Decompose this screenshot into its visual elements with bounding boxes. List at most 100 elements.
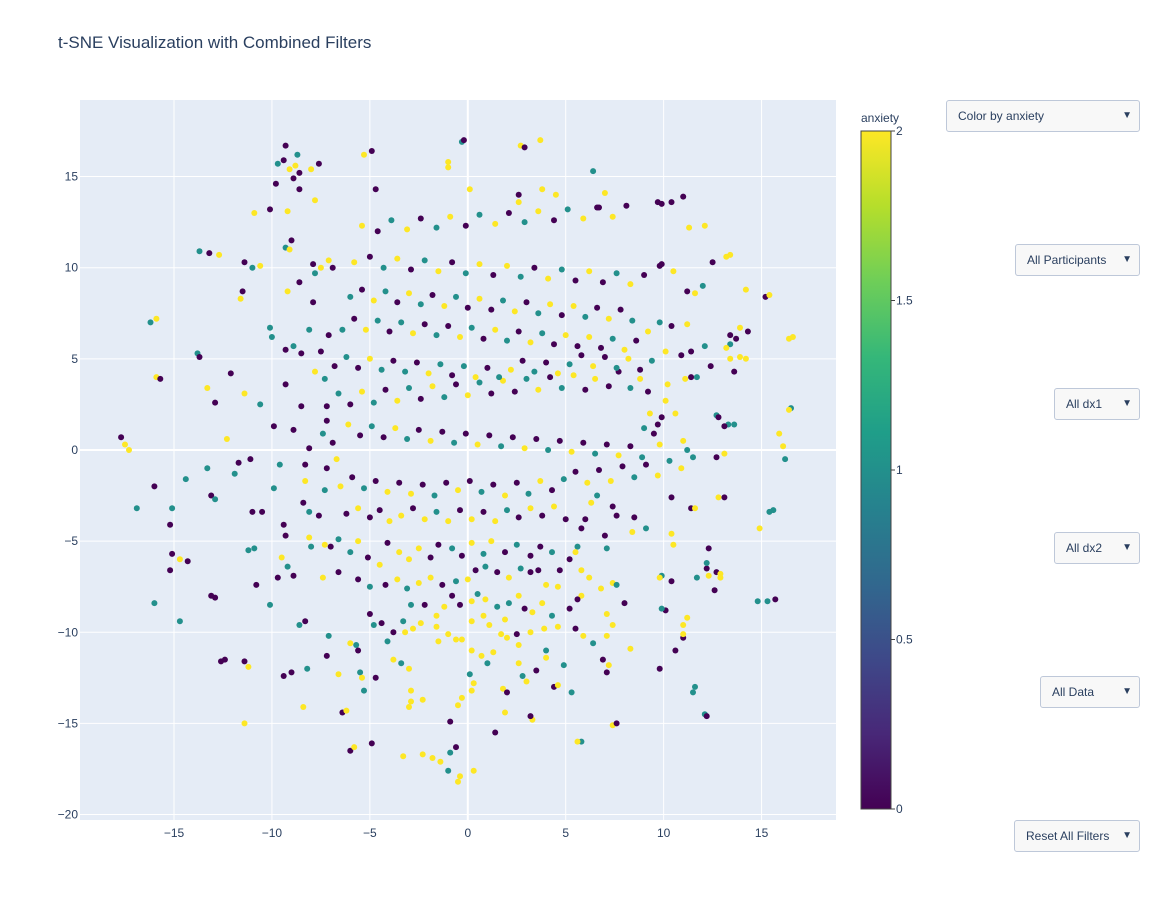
scatter-point[interactable] (415, 426, 422, 433)
scatter-point[interactable] (472, 374, 479, 381)
scatter-point[interactable] (355, 505, 362, 512)
scatter-point[interactable] (335, 569, 342, 576)
scatter-point[interactable] (713, 454, 720, 461)
scatter-point[interactable] (613, 270, 620, 277)
scatter-point[interactable] (637, 375, 644, 382)
scatter-point[interactable] (727, 332, 734, 339)
scatter-point[interactable] (742, 355, 749, 362)
scatter-point[interactable] (478, 488, 485, 495)
scatter-point[interactable] (319, 574, 326, 581)
scatter-point[interactable] (433, 623, 440, 630)
scatter-point[interactable] (631, 474, 638, 481)
scatter-point[interactable] (472, 567, 479, 574)
scatter-point[interactable] (705, 572, 712, 579)
data-dropdown[interactable]: All Data ▼ (1040, 676, 1140, 708)
scatter-points[interactable] (118, 137, 796, 785)
scatter-point[interactable] (507, 366, 514, 373)
scatter-point[interactable] (613, 720, 620, 727)
scatter-point[interactable] (627, 443, 634, 450)
scatter-point[interactable] (766, 508, 773, 515)
scatter-point[interactable] (353, 642, 360, 648)
scatter-point[interactable] (488, 306, 495, 313)
scatter-point[interactable] (415, 545, 422, 552)
scatter-point[interactable] (670, 268, 677, 275)
scatter-point[interactable] (380, 434, 387, 441)
scatter-point[interactable] (672, 410, 679, 417)
scatter-point[interactable] (323, 403, 330, 410)
scatter-point[interactable] (776, 430, 783, 437)
scatter-point[interactable] (370, 399, 377, 406)
scatter-point[interactable] (455, 702, 461, 709)
scatter-point[interactable] (645, 388, 651, 395)
scatter-point[interactable] (384, 488, 391, 495)
scatter-point[interactable] (688, 348, 695, 355)
scatter-point[interactable] (370, 622, 377, 628)
scatter-point[interactable] (431, 492, 438, 499)
scatter-point[interactable] (599, 279, 606, 286)
scatter-point[interactable] (511, 308, 518, 315)
scatter-point[interactable] (504, 262, 510, 269)
scatter-point[interactable] (513, 631, 520, 638)
scatter-point[interactable] (701, 343, 708, 350)
scatter-point[interactable] (366, 514, 373, 521)
scatter-point[interactable] (349, 474, 356, 481)
scatter-point[interactable] (594, 492, 601, 499)
scatter-point[interactable] (343, 354, 350, 360)
scatter-point[interactable] (408, 687, 414, 694)
scatter-point[interactable] (321, 487, 328, 494)
scatter-point[interactable] (474, 591, 481, 597)
scatter-point[interactable] (488, 390, 495, 397)
scatter-point[interactable] (421, 257, 428, 264)
scatter-point[interactable] (519, 673, 526, 679)
scatter-point[interactable] (310, 261, 317, 268)
scatter-point[interactable] (551, 217, 557, 224)
scatter-point[interactable] (325, 257, 332, 264)
scatter-point[interactable] (588, 499, 595, 506)
scatter-point[interactable] (504, 689, 510, 696)
scatter-point[interactable] (321, 375, 328, 382)
scatter-point[interactable] (319, 430, 326, 437)
scatter-point[interactable] (445, 631, 452, 638)
scatter-point[interactable] (527, 713, 534, 720)
scatter-point[interactable] (737, 324, 743, 331)
scatter-point[interactable] (453, 381, 459, 388)
scatter-point[interactable] (684, 288, 691, 295)
scatter-point[interactable] (531, 264, 538, 271)
scatter-point[interactable] (296, 622, 303, 628)
scatter-point[interactable] (547, 374, 554, 381)
scatter-point[interactable] (505, 600, 512, 607)
scatter-point[interactable] (270, 485, 277, 492)
scatter-point[interactable] (374, 317, 381, 324)
scatter-point[interactable] (284, 563, 291, 570)
scatter-point[interactable] (368, 148, 375, 154)
scatter-point[interactable] (466, 478, 473, 484)
scatter-point[interactable] (417, 395, 424, 402)
scatter-point[interactable] (245, 547, 252, 554)
scatter-point[interactable] (664, 381, 671, 388)
scatter-point[interactable] (406, 290, 412, 297)
scatter-point[interactable] (684, 447, 691, 453)
scatter-point[interactable] (502, 616, 508, 623)
scatter-point[interactable] (460, 137, 467, 144)
scatter-point[interactable] (515, 191, 522, 198)
scatter-point[interactable] (455, 487, 461, 494)
scatter-point[interactable] (721, 423, 728, 430)
scatter-point[interactable] (558, 266, 565, 273)
scatter-point[interactable] (241, 390, 248, 397)
scatter-point[interactable] (302, 478, 309, 484)
scatter-point[interactable] (654, 421, 661, 428)
scatter-point[interactable] (361, 687, 367, 694)
scatter-point[interactable] (621, 600, 628, 607)
scatter-point[interactable] (445, 164, 452, 171)
scatter-point[interactable] (502, 492, 508, 499)
scatter-point[interactable] (625, 355, 632, 362)
scatter-point[interactable] (721, 450, 728, 457)
scatter-point[interactable] (539, 186, 546, 193)
scatter-point[interactable] (359, 388, 365, 395)
scatter-point[interactable] (419, 696, 426, 703)
scatter-point[interactable] (605, 383, 612, 390)
scatter-point[interactable] (157, 375, 164, 382)
scatter-point[interactable] (568, 448, 575, 455)
scatter-point[interactable] (680, 437, 687, 444)
scatter-point[interactable] (590, 168, 597, 175)
